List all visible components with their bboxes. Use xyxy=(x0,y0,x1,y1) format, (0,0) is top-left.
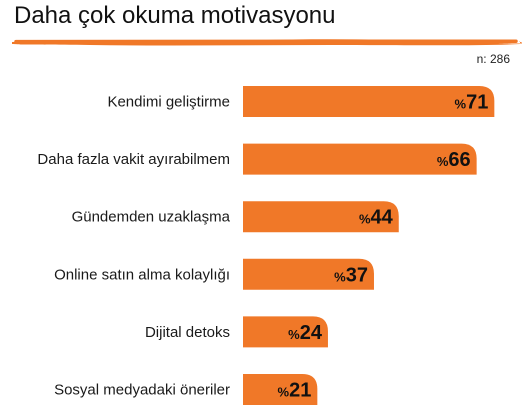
bar-5 xyxy=(243,316,328,348)
value-label-4: %37 xyxy=(334,264,368,286)
value-label-6: %21 xyxy=(278,380,312,402)
category-label-4: Online satın alma kolaylığı xyxy=(54,266,230,283)
value-label-3: %44 xyxy=(359,207,394,229)
bar-3 xyxy=(243,201,399,233)
value-label-2: %66 xyxy=(437,149,471,171)
category-label-2: Daha fazla vakit ayırabilmem xyxy=(37,151,230,168)
value-label-1: %71 xyxy=(455,92,489,114)
category-label-3: Gündemden uzaklaşma xyxy=(72,209,231,226)
bar-2 xyxy=(243,143,477,175)
bar-4 xyxy=(243,258,374,290)
bar-6 xyxy=(243,374,318,405)
category-label-6: Sosyal medyadaki öneriler xyxy=(54,382,230,399)
sample-size-note: n: 286 xyxy=(476,52,510,66)
value-label-5: %24 xyxy=(288,322,323,344)
category-label-5: Dijital detoks xyxy=(145,324,230,341)
category-label-1: Kendimi geliştirme xyxy=(107,94,230,111)
title-underline-brush xyxy=(12,39,522,46)
bar-1 xyxy=(243,86,495,117)
chart-title: Daha çok okuma motivasyonu xyxy=(14,2,336,29)
